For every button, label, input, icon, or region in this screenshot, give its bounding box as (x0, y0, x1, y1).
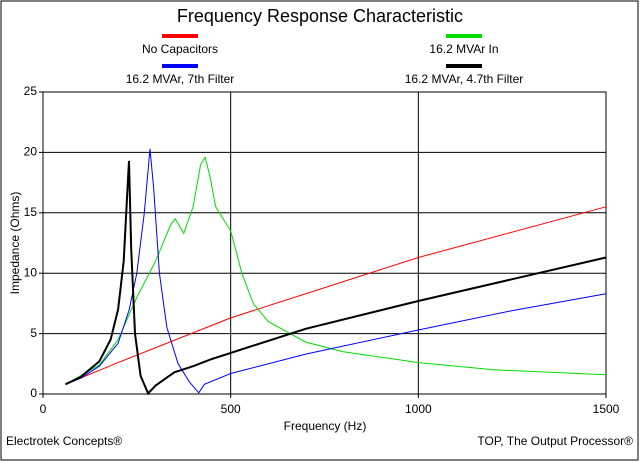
chart-title: Frequency Response Characteristic (177, 6, 463, 26)
series-line (65, 155, 607, 385)
footer-left: Electrotek Concepts® (6, 434, 122, 448)
x-tick-label: 500 (221, 402, 241, 416)
x-axis-label: Frequency (Hz) (284, 419, 367, 433)
y-axis-label: Impedance (Ohms) (8, 192, 22, 295)
legend-label: No Capacitors (142, 42, 218, 56)
y-tick-label: 0 (30, 386, 37, 400)
legend-label: 16.2 MVAr, 4.7th Filter (405, 72, 524, 86)
y-tick-label: 15 (24, 205, 38, 219)
series-line (65, 160, 607, 396)
x-tick-label: 1000 (405, 402, 432, 416)
y-tick-label: 5 (30, 326, 37, 340)
y-tick-label: 10 (24, 265, 38, 279)
series-line (65, 206, 607, 385)
legend-label: 16.2 MVAr, 7th Filter (126, 72, 235, 86)
x-tick-label: 0 (40, 402, 47, 416)
x-tick-label: 1500 (593, 402, 620, 416)
footer-right: TOP, The Output Processor® (477, 434, 633, 448)
y-tick-label: 20 (24, 145, 38, 159)
legend-label: 16.2 MVAr In (429, 42, 498, 56)
series-line (65, 148, 607, 394)
y-tick-label: 25 (24, 84, 38, 98)
